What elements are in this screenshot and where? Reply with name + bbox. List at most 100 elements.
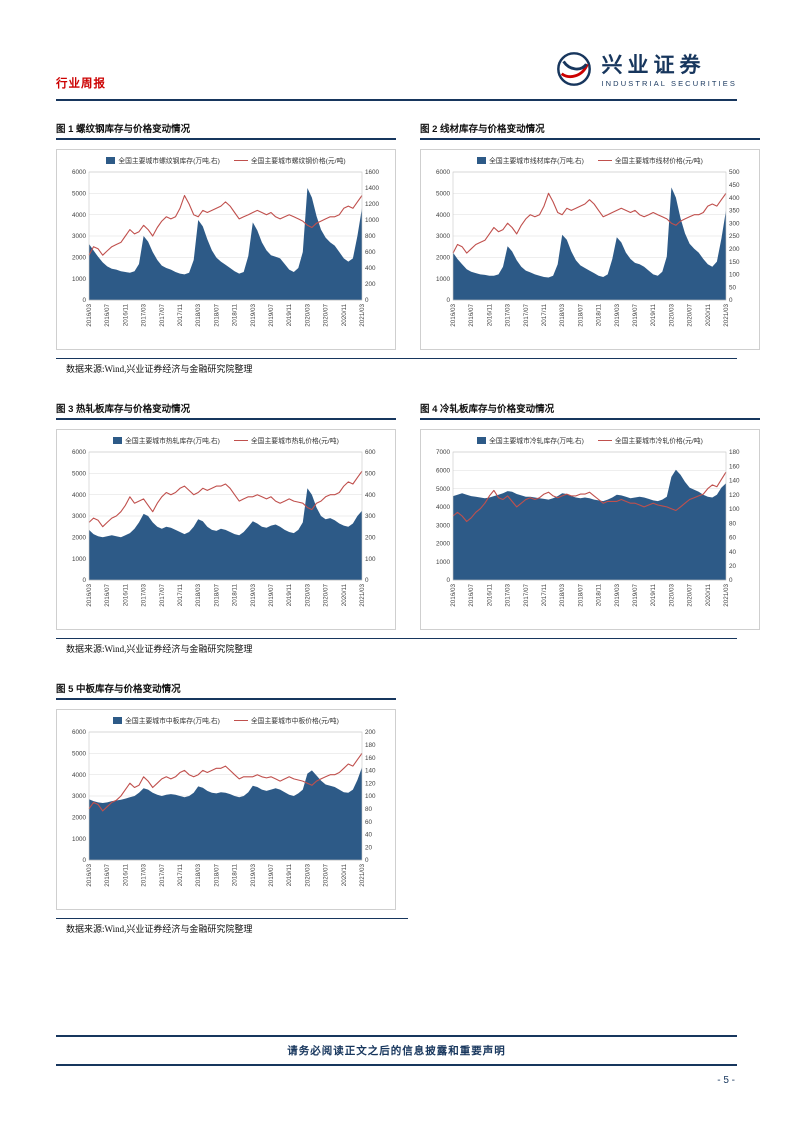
data-source-note: 数据来源:Wind,兴业证券经济与金融研究院整理 xyxy=(66,364,253,374)
figure-2-plot: 0 1000 2000 3000 4000 5000 6000 0 50 100 150 200 250… xyxy=(423,167,757,347)
svg-text:2019/11: 2019/11 xyxy=(286,864,293,887)
line-series-swatch xyxy=(233,719,248,721)
svg-text:300: 300 xyxy=(729,220,740,227)
figure-2: 图 2 线材库存与价格变动情况 全国主要城市线材库存(万吨,右) 全国主要城市线… xyxy=(420,121,760,350)
svg-text:60: 60 xyxy=(365,819,373,826)
legend-label: 全国主要城市螺纹钢价格(元/吨) xyxy=(250,158,346,165)
svg-text:3000: 3000 xyxy=(72,513,87,520)
svg-text:2016/03: 2016/03 xyxy=(450,584,457,607)
svg-text:2019/03: 2019/03 xyxy=(250,304,257,327)
svg-text:4000: 4000 xyxy=(72,772,87,779)
figure-1-plot: 0 1000 2000 3000 4000 5000 6000 0 200 400 600 800 10… xyxy=(59,167,393,347)
svg-text:2000: 2000 xyxy=(436,255,451,262)
svg-text:2018/07: 2018/07 xyxy=(213,864,220,887)
svg-text:1000: 1000 xyxy=(365,217,380,224)
svg-text:2017/07: 2017/07 xyxy=(523,304,530,327)
svg-text:2018/11: 2018/11 xyxy=(596,584,603,607)
svg-text:800: 800 xyxy=(365,233,376,240)
svg-text:2017/07: 2017/07 xyxy=(159,864,166,887)
svg-text:400: 400 xyxy=(729,195,740,202)
svg-text:3000: 3000 xyxy=(436,522,451,529)
area-series-swatch xyxy=(113,436,123,444)
svg-text:2017/07: 2017/07 xyxy=(159,304,166,327)
svg-text:2017/11: 2017/11 xyxy=(541,584,548,607)
svg-text:20: 20 xyxy=(365,844,373,851)
svg-text:6000: 6000 xyxy=(72,169,87,176)
svg-text:1600: 1600 xyxy=(365,169,380,176)
figure-row-1-divider xyxy=(56,358,737,359)
svg-text:2017/03: 2017/03 xyxy=(141,584,148,607)
svg-text:120: 120 xyxy=(729,492,740,499)
svg-text:2016/03: 2016/03 xyxy=(86,864,93,887)
svg-text:2019/07: 2019/07 xyxy=(632,584,639,607)
svg-text:2020/11: 2020/11 xyxy=(705,584,712,607)
figure-1-title: 图 1 螺纹钢库存与价格变动情况 xyxy=(56,121,396,140)
svg-text:2018/03: 2018/03 xyxy=(195,584,202,607)
figure-5-plot: 0 1000 2000 3000 4000 5000 6000 0 20 40 60 80 100 120… xyxy=(59,727,393,907)
svg-text:5000: 5000 xyxy=(72,751,87,758)
figure-2-title: 图 2 线材库存与价格变动情况 xyxy=(420,121,760,140)
figure-5-title: 图 5 中板库存与价格变动情况 xyxy=(56,681,396,700)
svg-text:2018/07: 2018/07 xyxy=(577,304,584,327)
svg-text:2000: 2000 xyxy=(72,255,87,262)
svg-text:2016/07: 2016/07 xyxy=(468,304,475,327)
svg-text:600: 600 xyxy=(365,249,376,256)
svg-text:2000: 2000 xyxy=(72,815,87,822)
figure-3-legend: 全国主要城市热轧库存(万吨,右) 全国主要城市热轧价格(元/吨) xyxy=(59,435,393,445)
svg-text:120: 120 xyxy=(365,780,376,787)
svg-text:2018/11: 2018/11 xyxy=(596,304,603,327)
svg-text:2017/11: 2017/11 xyxy=(177,304,184,327)
legend-label: 全国主要城市螺纹钢库存(万吨,右) xyxy=(118,158,220,165)
data-source-note: 数据来源:Wind,兴业证券经济与金融研究院整理 xyxy=(66,924,253,934)
svg-text:0: 0 xyxy=(82,857,86,864)
area-series-swatch xyxy=(106,156,116,164)
svg-text:2020/11: 2020/11 xyxy=(341,584,348,607)
figure-row-3-divider xyxy=(56,918,408,919)
svg-text:2016/07: 2016/07 xyxy=(104,304,111,327)
svg-text:6000: 6000 xyxy=(436,467,451,474)
svg-text:2017/03: 2017/03 xyxy=(505,584,512,607)
svg-text:2019/07: 2019/07 xyxy=(268,864,275,887)
figure-1-chart: 全国主要城市螺纹钢库存(万吨,右) 全国主要城市螺纹钢价格(元/吨) 0 1000… xyxy=(56,149,396,350)
svg-text:350: 350 xyxy=(729,208,740,215)
svg-text:5000: 5000 xyxy=(72,471,87,478)
figure-2-chart: 全国主要城市线材库存(万吨,右) 全国主要城市线材价格(元/吨) 0 1000 20… xyxy=(420,149,760,350)
report-type-label: 行业周报 xyxy=(56,78,106,90)
figure-4-plot: 0 1000 2000 3000 4000 5000 6000 7000 0 20 40 60 80 10… xyxy=(423,447,757,627)
legend-label: 全国主要城市线材价格(元/吨) xyxy=(614,158,703,165)
svg-text:2019/03: 2019/03 xyxy=(614,584,621,607)
svg-text:2020/03: 2020/03 xyxy=(304,584,311,607)
svg-text:0: 0 xyxy=(729,297,733,304)
svg-text:2016/03: 2016/03 xyxy=(86,584,93,607)
legend-label: 全国主要城市中板库存(万吨,右) xyxy=(125,718,220,725)
svg-text:2017/07: 2017/07 xyxy=(523,584,530,607)
figure-row-2: 图 3 热轧板库存与价格变动情况 全国主要城市热轧库存(万吨,右) 全国主要城市… xyxy=(56,401,760,630)
figure-4-legend: 全国主要城市冷轧库存(万吨,右) 全国主要城市冷轧价格(元/吨) xyxy=(423,435,757,445)
figure-4-title: 图 4 冷轧板库存与价格变动情况 xyxy=(420,401,760,420)
legend-label: 全国主要城市冷轧库存(万吨,右) xyxy=(489,438,584,445)
svg-text:200: 200 xyxy=(365,281,376,288)
figure-row-1: 图 1 螺纹钢库存与价格变动情况 全国主要城市螺纹钢库存(万吨,右) 全国主要城… xyxy=(56,121,760,350)
svg-text:400: 400 xyxy=(365,492,376,499)
svg-text:200: 200 xyxy=(365,535,376,542)
line-series-swatch xyxy=(597,159,612,161)
legend-label: 全国主要城市热轧价格(元/吨) xyxy=(250,438,339,445)
svg-text:140: 140 xyxy=(365,768,376,775)
page-header: 行业周报 兴业证券 INDUSTRIAL SECURITIES xyxy=(56,50,737,99)
svg-text:2017/11: 2017/11 xyxy=(177,864,184,887)
svg-text:2016/07: 2016/07 xyxy=(104,864,111,887)
svg-text:80: 80 xyxy=(365,806,373,813)
line-series-swatch xyxy=(233,159,248,161)
figure-row-3: 图 5 中板库存与价格变动情况 全国主要城市中板库存(万吨,右) 全国主要城市中… xyxy=(56,681,737,910)
svg-text:2020/11: 2020/11 xyxy=(705,304,712,327)
legend-label: 全国主要城市中板价格(元/吨) xyxy=(250,718,339,725)
svg-text:100: 100 xyxy=(729,506,740,513)
header-divider xyxy=(56,99,737,101)
svg-text:60: 60 xyxy=(729,535,737,542)
svg-text:2019/11: 2019/11 xyxy=(286,304,293,327)
svg-text:4000: 4000 xyxy=(436,504,451,511)
figure-3-plot: 0 1000 2000 3000 4000 5000 6000 0 100 200 300 400 50… xyxy=(59,447,393,627)
figure-4-chart: 全国主要城市冷轧库存(万吨,右) 全国主要城市冷轧价格(元/吨) 0 1000 20… xyxy=(420,429,760,630)
svg-text:2017/11: 2017/11 xyxy=(541,304,548,327)
svg-text:4000: 4000 xyxy=(436,212,451,219)
